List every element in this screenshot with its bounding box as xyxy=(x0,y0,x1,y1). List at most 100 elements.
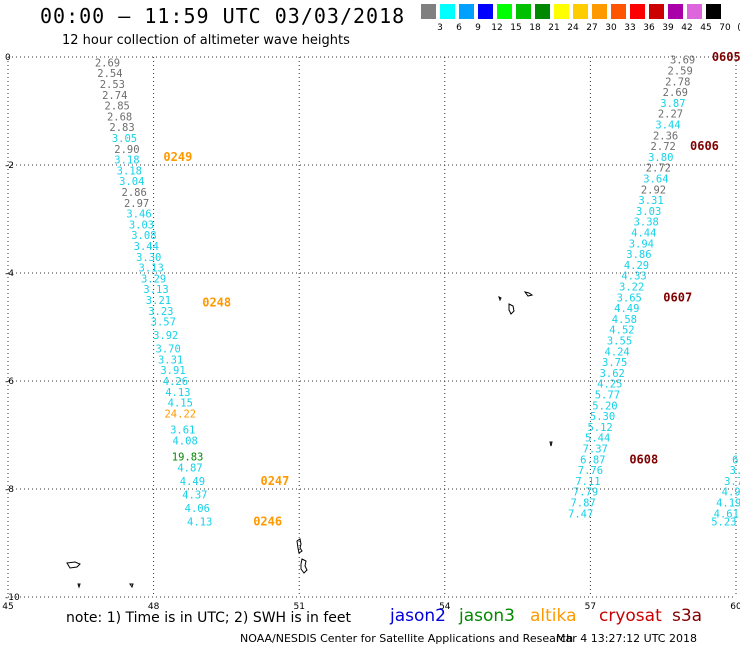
wave-height-label: 3.21 xyxy=(146,295,171,307)
wave-height-label: 4.19 xyxy=(716,498,740,510)
scale-label: 42 xyxy=(681,23,693,33)
wave-height-label: 3.62 xyxy=(600,368,625,380)
scale-label: 33 xyxy=(624,23,636,33)
legend-cryosat: cryosat xyxy=(599,606,662,626)
wave-height-label: 4.9 xyxy=(722,487,740,499)
y-tick-label: -10 xyxy=(5,593,20,603)
scale-label: 18 xyxy=(529,23,541,33)
wave-height-label: 4.13 xyxy=(165,387,190,399)
wave-height-label: 3.65 xyxy=(617,292,642,304)
y-tick-label: -4 xyxy=(5,269,14,279)
scale-label: 21 xyxy=(548,23,560,33)
chart-subtitle: 12 hour collection of altimeter wave hei… xyxy=(62,33,350,48)
x-tick-label: 60 xyxy=(730,602,740,612)
land-outline xyxy=(508,303,515,315)
scale-swatch xyxy=(554,4,569,19)
wave-height-label: 3.44 xyxy=(655,120,680,132)
wave-height-label: 3.18 xyxy=(117,165,142,177)
land-outline xyxy=(549,441,553,447)
scale-swatch xyxy=(516,4,531,19)
wave-height-label: 3.03 xyxy=(636,206,661,218)
generation-timestamp: Mar 4 13:27:12 UTC 2018 xyxy=(556,632,697,645)
wave-height-label: 2.69 xyxy=(663,87,688,99)
wave-height-label: 5.23 xyxy=(711,516,736,528)
x-tick-label: 48 xyxy=(148,602,160,612)
wave-height-label: 3.18 xyxy=(114,155,139,167)
scale-label: 30 xyxy=(605,23,617,33)
wave-height-label: 3.61 xyxy=(170,425,195,437)
legend-jason2: jason2 xyxy=(390,606,446,626)
wave-height-label: 3. xyxy=(730,465,740,477)
wave-height-label: 3.92 xyxy=(153,330,178,342)
scale-label: 3 xyxy=(437,23,443,33)
wave-height-label: 3.31 xyxy=(158,354,183,366)
scale-swatch xyxy=(630,4,645,19)
scale-label: 39 xyxy=(662,23,674,33)
pass-time-label: 0608 xyxy=(629,452,658,466)
wave-height-label: 6.87 xyxy=(580,454,605,466)
wave-height-label: 5.30 xyxy=(590,411,615,423)
wave-height-label: 2.90 xyxy=(114,144,139,156)
scale-swatch xyxy=(592,4,607,19)
wave-height-label: 4.87 xyxy=(177,462,202,474)
wave-height-label: 4.29 xyxy=(624,260,649,272)
wave-height-label: 2.53 xyxy=(100,79,125,91)
land-outline xyxy=(300,558,308,574)
wave-height-label: 6. xyxy=(732,454,740,466)
wave-height-label: 2.86 xyxy=(122,187,147,199)
wave-height-label: 3.44 xyxy=(134,241,159,253)
wave-height-label: 2.83 xyxy=(109,122,134,134)
scale-swatch xyxy=(687,4,702,19)
wave-height-label: 3.31 xyxy=(638,195,663,207)
scale-label: 27 xyxy=(586,23,598,33)
legend-altika: altika xyxy=(530,606,577,626)
y-tick-label: 0 xyxy=(5,53,11,63)
scale-label: (ft) xyxy=(737,23,740,33)
legend-jason3: jason3 xyxy=(459,606,515,626)
wave-height-label: 3.91 xyxy=(160,365,185,377)
wave-height-label: 2.74 xyxy=(102,90,127,102)
credit-line: NOAA/NESDIS Center for Satellite Applica… xyxy=(240,632,574,645)
x-tick-label: 57 xyxy=(585,602,596,612)
land-outline xyxy=(129,583,134,589)
wave-height-label: 7.11 xyxy=(575,476,600,488)
pass-time-label: 0246 xyxy=(253,514,282,528)
y-tick-label: -2 xyxy=(5,161,14,171)
wave-height-label: 2.78 xyxy=(665,76,690,88)
wave-height-label: 4.49 xyxy=(614,303,639,315)
scale-swatch xyxy=(440,4,455,19)
scale-swatch xyxy=(478,4,493,19)
scale-label: 12 xyxy=(491,23,503,33)
pass-time-label: 0607 xyxy=(663,290,692,304)
scale-swatch xyxy=(497,4,512,19)
scale-swatch xyxy=(459,4,474,19)
pass-time-label: 0248 xyxy=(202,296,231,310)
wave-height-label: 7.87 xyxy=(570,498,595,510)
x-tick-label: 45 xyxy=(2,602,13,612)
scale-label: 9 xyxy=(475,23,481,33)
scale-label: 36 xyxy=(643,23,655,33)
wave-height-label: 2.59 xyxy=(668,66,693,78)
wave-height-label: 3.29 xyxy=(141,273,166,285)
wave-height-label: 3.30 xyxy=(136,252,161,264)
wave-height-label: 7.47 xyxy=(568,508,593,520)
scale-swatch xyxy=(421,4,436,19)
y-tick-label: -6 xyxy=(5,377,14,387)
wave-height-label: 3.69 xyxy=(670,55,695,67)
wave-height-label: 3.87 xyxy=(660,98,685,110)
x-tick-label: 51 xyxy=(293,602,304,612)
wave-height-label: 3.94 xyxy=(629,238,654,250)
scale-swatch xyxy=(611,4,626,19)
land-outline xyxy=(498,296,502,302)
wave-height-label: 2.97 xyxy=(124,198,149,210)
wave-height-label: 3.80 xyxy=(648,152,673,164)
wave-height-label: 4.58 xyxy=(612,314,637,326)
scale-label: 45 xyxy=(700,23,712,33)
wave-height-label: 3.03 xyxy=(129,219,154,231)
wave-height-label: 4.61 xyxy=(714,508,739,520)
wave-height-label: 3.55 xyxy=(607,336,632,348)
wave-height-label: 3.08 xyxy=(131,230,156,242)
wave-height-label: 4.08 xyxy=(172,435,197,447)
wave-height-label: 2.36 xyxy=(653,130,678,142)
